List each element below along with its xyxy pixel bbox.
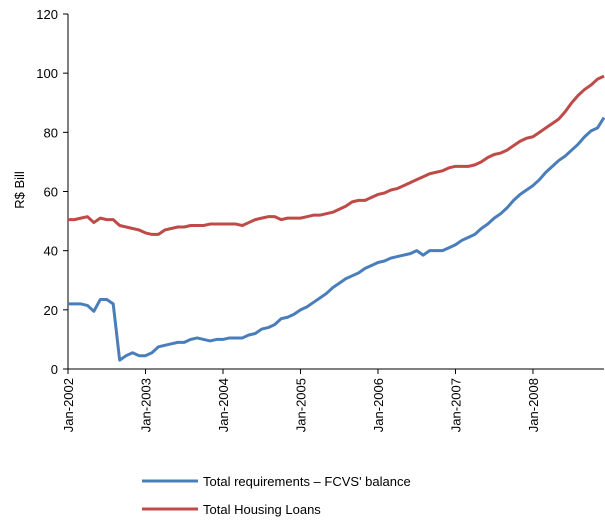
x-tick-label: Jan-2006 <box>371 378 386 432</box>
x-tick-label: Jan-2003 <box>138 378 153 432</box>
y-tick-label: 120 <box>36 7 58 22</box>
y-tick-label: 20 <box>44 303 58 318</box>
x-tick-label: Jan-2008 <box>526 378 541 432</box>
y-tick-label: 100 <box>36 66 58 81</box>
x-tick-label: Jan-2005 <box>293 378 308 432</box>
y-axis-label: R$ Bill <box>12 171 27 209</box>
legend-label: Total requirements – FCVS' balance <box>203 474 411 489</box>
data-line <box>68 74 605 236</box>
y-tick-label: 60 <box>44 185 58 200</box>
y-tick-label: 40 <box>44 244 58 259</box>
x-tick-label: Jan-2002 <box>61 378 76 432</box>
data-line <box>68 116 605 362</box>
y-tick-label: 80 <box>44 125 58 140</box>
y-tick-label: 0 <box>51 362 58 377</box>
x-tick-label: Jan-2007 <box>448 378 463 432</box>
x-tick-label: Jan-2004 <box>216 378 231 432</box>
legend-label: Total Housing Loans <box>203 502 321 517</box>
